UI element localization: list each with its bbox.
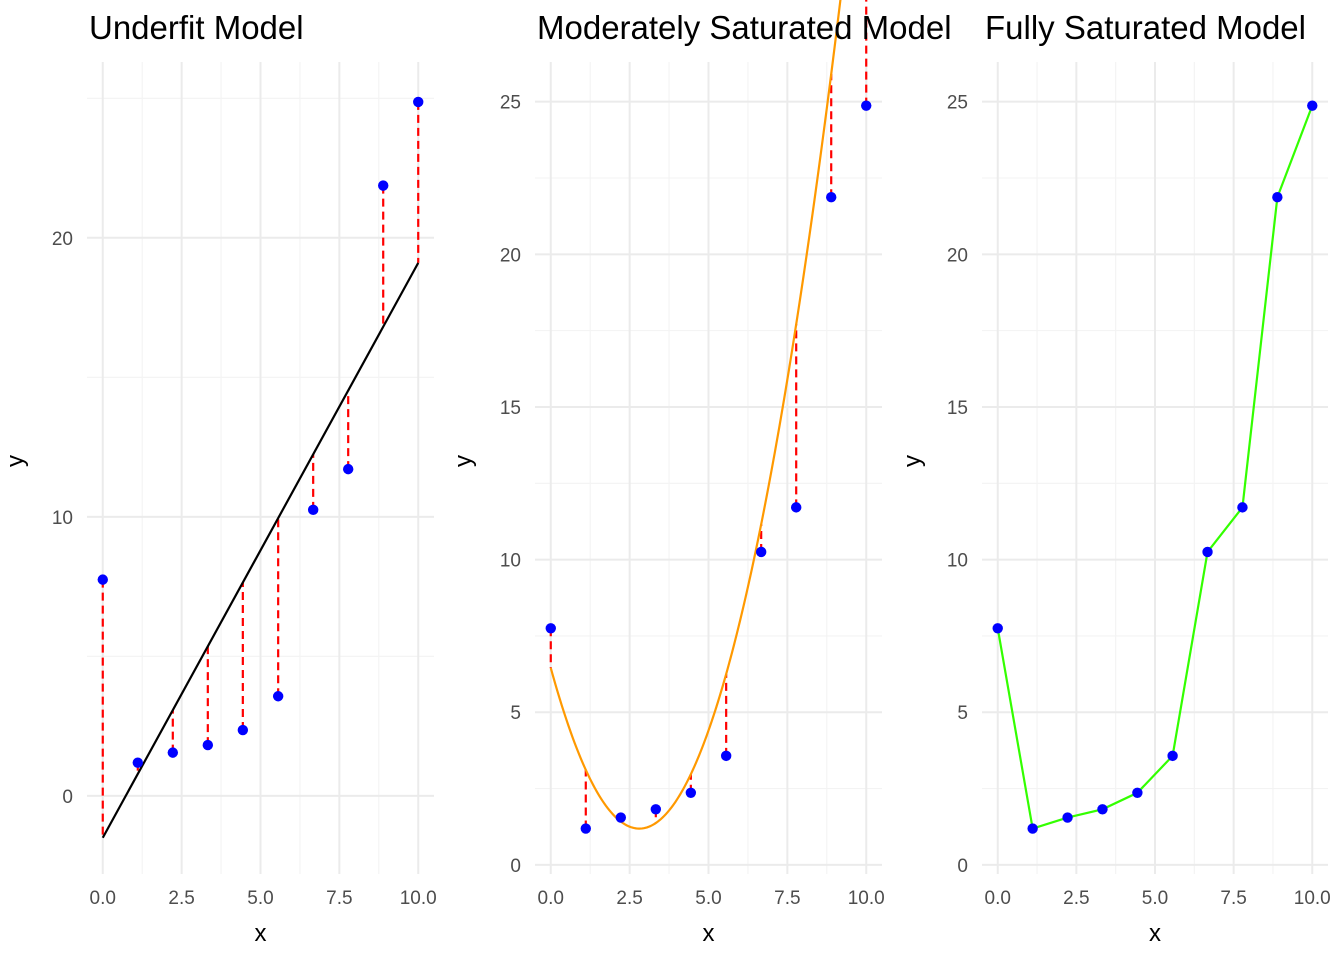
x-tick-label: 7.5 [326, 888, 352, 909]
data-point [861, 100, 872, 111]
chart-title: Moderately Saturated Model [537, 9, 952, 46]
data-point [580, 823, 591, 834]
grid [982, 62, 1328, 874]
data-point [545, 623, 556, 634]
data-point [202, 739, 214, 751]
y-axis-label: y [450, 455, 477, 467]
data-point [790, 502, 802, 513]
x-axis-label: x [703, 920, 715, 947]
x-tick-label: 10.0 [400, 888, 437, 909]
data-point [97, 574, 108, 585]
y-tick-label: 10 [52, 508, 73, 529]
y-tick-label: 0 [510, 856, 521, 877]
data-point [342, 463, 354, 475]
data-point [1132, 787, 1143, 798]
y-tick-label: 20 [52, 229, 73, 250]
y-tick-label: 10 [947, 551, 968, 572]
x-tick-label: 2.5 [616, 888, 642, 909]
y-axis-label: y [899, 455, 926, 467]
data-point [378, 180, 389, 191]
data-point [685, 787, 697, 798]
data-point [615, 812, 627, 823]
data-point [755, 546, 767, 558]
data-point [132, 757, 143, 768]
x-tick-label: 10.0 [1294, 888, 1331, 909]
x-tick-label: 2.5 [1063, 888, 1089, 909]
x-tick-label: 0.0 [985, 888, 1011, 909]
x-tick-label: 5.0 [1142, 888, 1168, 909]
x-tick-label: 2.5 [168, 888, 194, 909]
data-points [545, 100, 872, 834]
y-tick-label: 0 [957, 856, 968, 877]
data-point [720, 750, 732, 762]
x-tick-label: 5.0 [247, 888, 273, 909]
fit-line [996, 105, 1314, 830]
x-tick-label: 0.0 [538, 888, 564, 909]
data-point [167, 747, 179, 758]
data-points [97, 96, 424, 768]
y-tick-label: 20 [947, 245, 968, 266]
y-tick-label: 25 [947, 93, 968, 114]
x-tick-label: 0.0 [90, 888, 116, 909]
y-tick-label: 25 [500, 93, 521, 114]
y-tick-label: 15 [500, 398, 521, 419]
chart-title: Underfit Model [89, 9, 304, 46]
x-axis-label: x [255, 920, 267, 947]
data-point [307, 504, 319, 516]
x-tick-label: 10.0 [848, 888, 885, 909]
y-tick-label: 15 [947, 398, 968, 419]
grid [535, 62, 882, 874]
y-tick-label: 0 [62, 787, 73, 808]
x-axis-label: x [1149, 920, 1161, 947]
data-point [237, 724, 249, 736]
data-point [1237, 502, 1248, 513]
x-tick-label: 7.5 [774, 888, 800, 909]
x-tick-label: 5.0 [695, 888, 721, 909]
data-point [1202, 546, 1213, 558]
data-point [1097, 804, 1108, 815]
underfit-panel: 0.0 2.5 5.0 7.5 10.0 0 10 20 x y Underfit Model [2, 9, 437, 947]
data-point [1167, 750, 1178, 762]
fit-line [101, 262, 420, 839]
data-point [1062, 812, 1073, 823]
data-point [826, 192, 837, 203]
residuals [101, 101, 420, 838]
moderately-saturated-panel: 0.0 2.5 5.0 7.5 10.0 0 5 10 15 20 25 x y Moderately S… [450, 0, 952, 947]
x-tick-label: 7.5 [1220, 888, 1246, 909]
data-point [1027, 823, 1038, 834]
chart-title: Fully Saturated Model [985, 9, 1306, 46]
data-point [1272, 192, 1283, 203]
y-axis-label: y [2, 455, 29, 467]
fully-saturated-panel: 0.0 2.5 5.0 7.5 10.0 0 5 10 15 20 25 x y Fully Satura… [899, 9, 1331, 947]
fit-line [549, 0, 842, 830]
data-point [1307, 100, 1318, 111]
data-point [992, 623, 1003, 634]
y-tick-label: 5 [510, 703, 521, 724]
data-point [650, 804, 662, 815]
data-point [272, 691, 284, 702]
y-tick-label: 20 [500, 245, 521, 266]
data-points [992, 100, 1318, 834]
y-tick-label: 5 [957, 703, 968, 724]
y-tick-label: 10 [500, 551, 521, 572]
data-point [413, 96, 424, 108]
